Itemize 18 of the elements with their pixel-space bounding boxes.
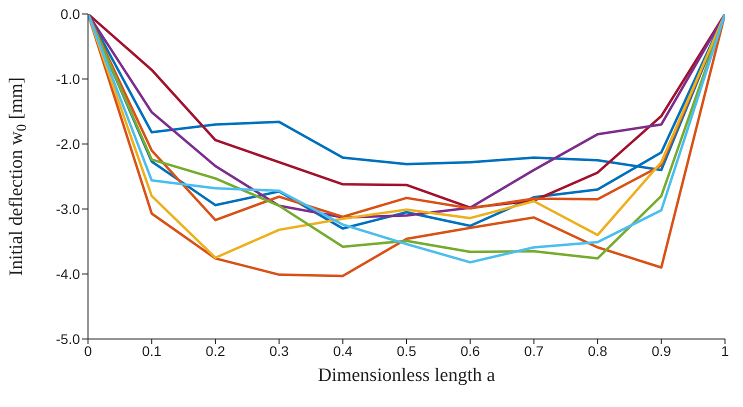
x-tick-label: 0.7	[524, 342, 544, 359]
y-tick-label: -2.0	[56, 136, 80, 152]
x-tick-label: 0.8	[588, 342, 608, 359]
x-tick-label: 0.5	[396, 342, 416, 359]
x-tick-label: 1	[721, 342, 730, 359]
x-tick-label: 0.3	[269, 342, 290, 359]
y-tick-label: 0.0	[60, 6, 80, 22]
x-tick-label: 0.1	[142, 342, 162, 359]
y-tick-label: -1.0	[56, 70, 80, 87]
x-tick-label: 0.4	[333, 342, 353, 359]
y-tick-label: -3.0	[56, 200, 80, 217]
y-tick-label: -5.0	[56, 330, 80, 347]
y-tick-label: -4.0	[56, 266, 80, 282]
x-tick-label: 0.9	[652, 342, 672, 359]
x-tick-label: 0.2	[206, 342, 226, 359]
x-axis-title: Dimensionless length a	[318, 365, 496, 386]
x-tick-label: 0.6	[460, 342, 480, 359]
x-tick-label: 0	[84, 342, 92, 359]
